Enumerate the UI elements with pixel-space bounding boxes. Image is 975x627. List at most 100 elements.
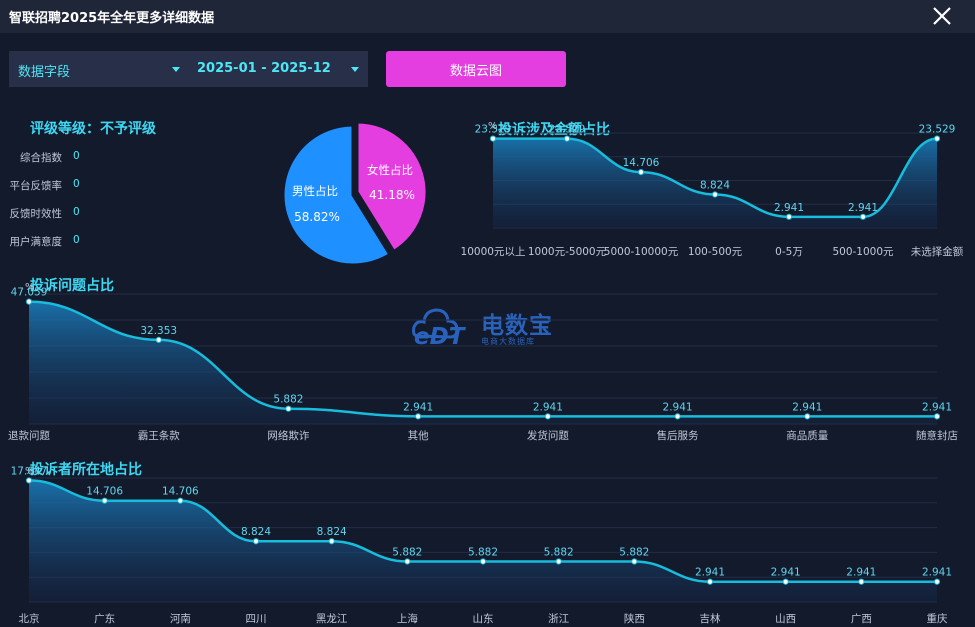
data-point [415, 413, 422, 420]
x-tick-label: 山东 [473, 612, 494, 625]
rating-label: 综合指数 [20, 152, 62, 164]
data-label: 5.882 [273, 394, 303, 406]
data-point [101, 497, 108, 504]
x-tick-label: 重庆 [927, 612, 948, 625]
x-tick-label: 北京 [19, 612, 40, 625]
chevron-down-icon [351, 67, 359, 72]
rating-value: 0 [73, 150, 80, 162]
watermark-logo-text: eDT [414, 324, 465, 350]
data-label: 5.882 [392, 546, 422, 558]
data-label: 32.353 [140, 325, 177, 337]
data-label: 2.941 [846, 567, 876, 579]
data-field-select[interactable]: 数据字段 [9, 51, 187, 87]
watermark-tagline: 电商大数据库 [481, 337, 535, 346]
data-point [858, 578, 865, 585]
data-label: 2.941 [848, 202, 878, 214]
rating-label: 反馈时效性 [9, 208, 63, 220]
data-point [782, 578, 789, 585]
data-field-select-value: 数据字段 [18, 65, 71, 80]
data-point [933, 413, 941, 420]
window-title: 智联招聘2025年全年更多详细数据 [9, 11, 215, 26]
data-label: 8.824 [317, 526, 347, 538]
data-label: 2.941 [403, 401, 433, 413]
x-tick-label: 网络欺诈 [267, 429, 309, 442]
x-tick-label: 其他 [408, 429, 429, 442]
x-tick-label: 山西 [775, 613, 796, 625]
data-label: 14.706 [162, 486, 199, 498]
data-point [544, 413, 551, 420]
data-label: 2.941 [774, 202, 804, 214]
data-label: 5.882 [468, 546, 498, 558]
area-fill [29, 480, 937, 602]
data-point [711, 191, 719, 198]
data-label: 2.941 [792, 401, 822, 413]
x-tick-label: 100-500元 [688, 246, 743, 258]
data-point [555, 558, 562, 565]
data-point [933, 578, 941, 585]
data-label: 2.941 [533, 401, 563, 413]
x-tick-label: 0-5万 [775, 246, 803, 258]
date-range-value: 2025-01 - 2025-12 [197, 61, 331, 76]
rating-label: 平台反馈率 [9, 180, 63, 192]
data-label: 2.941 [695, 567, 725, 579]
data-point [252, 538, 260, 545]
data-label: 5.882 [619, 546, 649, 558]
data-point [859, 213, 867, 220]
rating-label: 用户满意度 [9, 236, 63, 248]
data-point [177, 497, 184, 504]
rating-title: 评级等级：不予评级 [30, 121, 156, 137]
series-line [493, 137, 938, 219]
close-icon[interactable] [931, 5, 953, 27]
data-point [489, 135, 497, 142]
x-tick-label: 5000-10000元 [604, 246, 679, 258]
chevron-down-icon [172, 67, 180, 72]
pie-label-male-name: 男性占比 [292, 184, 338, 198]
rating-value: 0 [73, 206, 80, 218]
data-label: 2.941 [771, 567, 801, 579]
x-tick-label: 10000元以上 [461, 246, 526, 258]
y-unit-label: % [488, 121, 498, 132]
x-tick-label: 黑龙江 [316, 612, 348, 625]
x-tick-label: 1000元-5000元 [528, 246, 607, 258]
data-point [25, 298, 33, 305]
x-tick-label: 浙江 [548, 613, 569, 625]
amount-chart-title: 投诉涉及金额占比 [498, 122, 610, 138]
x-tick-label: 广东 [94, 612, 115, 625]
data-label: 23.529 [919, 124, 956, 136]
data-point [933, 135, 941, 142]
rating-value: 0 [73, 178, 80, 190]
x-tick-label: 陕西 [624, 612, 645, 625]
date-range-select[interactable]: 2025-01 - 2025-12 [187, 51, 368, 87]
x-tick-label: 上海 [397, 612, 418, 625]
x-tick-label: 吉林 [700, 612, 721, 625]
data-label: 2.941 [663, 401, 693, 413]
x-tick-label: 广西 [851, 613, 872, 625]
pie-slice-female [355, 120, 429, 254]
x-tick-label: 售后服务 [657, 429, 699, 442]
rating-value: 0 [73, 234, 80, 246]
title-bar: 智联招聘2025年全年更多详细数据 [0, 0, 975, 33]
pie-label-female-value: 41.18% [369, 188, 415, 202]
x-tick-label: 随意封店 [916, 429, 958, 442]
x-tick-label: 商品质量 [786, 429, 828, 442]
data-label: 2.941 [922, 401, 952, 413]
data-point [637, 169, 645, 176]
data-label: 8.824 [700, 179, 730, 191]
data-point [804, 413, 811, 420]
data-point [706, 578, 714, 585]
data-point [785, 213, 793, 220]
x-tick-label: 未选择金额 [911, 245, 964, 258]
data-point [479, 558, 487, 565]
region-chart-title: 投诉者所在地占比 [30, 462, 142, 478]
data-label: 2.941 [922, 567, 952, 579]
data-point [285, 405, 292, 412]
data-cloud-button[interactable]: 数据云图 [386, 51, 566, 87]
pie-label-female-name: 女性占比 [367, 163, 413, 177]
gender-pie-chart: 男性占比 58.82% 女性占比 41.18% [281, 120, 429, 267]
data-label: 14.706 [86, 486, 123, 498]
watermark-logo: eDT 电数宝 电商大数据库 [412, 300, 562, 356]
x-tick-label: 退款问题 [8, 429, 50, 442]
data-point [328, 538, 335, 545]
area-fill [493, 138, 937, 228]
data-point [155, 336, 162, 343]
